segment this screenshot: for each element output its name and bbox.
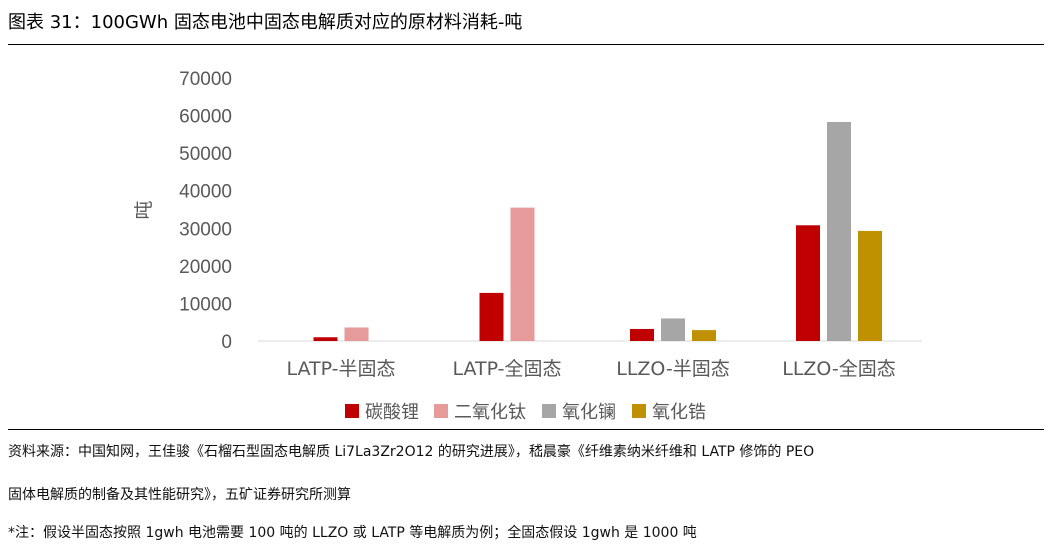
bar bbox=[858, 230, 882, 341]
bar bbox=[313, 337, 338, 341]
y-axis-label: 吨 bbox=[133, 200, 155, 219]
legend-label: 氧化镧 bbox=[562, 402, 616, 423]
y-tick-label: 30000 bbox=[179, 219, 232, 240]
legend-swatch bbox=[434, 404, 448, 418]
y-tick-label: 10000 bbox=[179, 294, 232, 315]
x-tick-label: LLZO-全固态 bbox=[782, 358, 896, 380]
bar bbox=[479, 292, 504, 341]
legend-label: 碳酸锂 bbox=[365, 402, 419, 423]
bar bbox=[661, 318, 685, 341]
y-tick-label: 60000 bbox=[179, 107, 232, 128]
legend-label: 氧化锆 bbox=[652, 402, 706, 423]
y-tick-label: 50000 bbox=[179, 144, 232, 165]
source-line-2: 固体电解质的制备及其性能研究》，五矿证券研究所测算 bbox=[8, 487, 351, 503]
y-tick-label: 40000 bbox=[179, 182, 232, 203]
bar bbox=[692, 330, 716, 341]
x-tick-label: LATP-半固态 bbox=[286, 358, 395, 380]
bar bbox=[510, 207, 535, 341]
legend-swatch bbox=[542, 404, 556, 418]
legend-swatch bbox=[632, 404, 646, 418]
x-tick-label: LLZO-半固态 bbox=[616, 358, 730, 380]
legend-label: 二氧化钛 bbox=[454, 402, 526, 423]
x-tick-label: LATP-全固态 bbox=[452, 358, 561, 380]
footnote: *注：假设半固态按照 1gwh 电池需要 100 吨的 LLZO 或 LATP … bbox=[8, 525, 697, 541]
y-tick-label: 20000 bbox=[179, 257, 232, 278]
title-divider bbox=[8, 44, 1044, 45]
legend-swatch bbox=[345, 404, 359, 418]
bar bbox=[630, 328, 654, 341]
source-divider bbox=[8, 429, 1044, 430]
figure-title: 图表 31：100GWh 固态电池中固态电解质对应的原材料消耗-吨 bbox=[8, 12, 523, 33]
bar bbox=[796, 225, 820, 341]
source-line-1: 资料来源：中国知网，王佳骏《石榴石型固态电解质 Li7La3Zr2O12 的研究… bbox=[8, 444, 815, 460]
bar-chart: 0 10000 20000 30000 40000 50000 60000 70000 吨 LAT… bbox=[133, 69, 922, 423]
y-tick-label: 70000 bbox=[179, 69, 232, 90]
bar bbox=[827, 121, 851, 341]
y-tick-label: 0 bbox=[221, 332, 232, 353]
bar bbox=[344, 327, 369, 341]
